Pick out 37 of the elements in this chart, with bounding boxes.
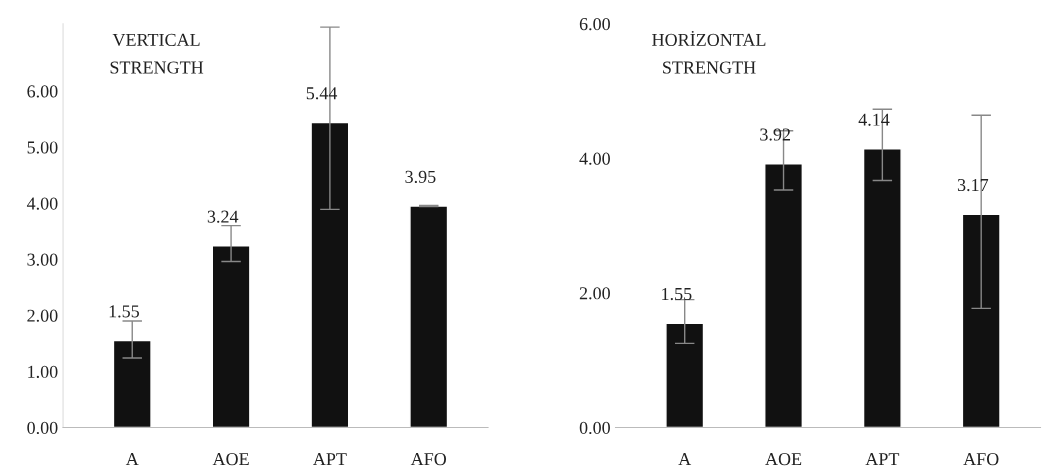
data-label: 3.17 bbox=[957, 178, 989, 192]
y-tick-label: 6.00 bbox=[579, 18, 610, 31]
x-tick-label: AFO bbox=[963, 453, 999, 466]
x-tick-label: A bbox=[125, 453, 139, 466]
y-tick-label: 6.00 bbox=[27, 85, 58, 98]
y-tick-label: 0.00 bbox=[27, 421, 58, 435]
bar bbox=[409, 205, 449, 428]
x-tick-label: APT bbox=[313, 453, 347, 466]
text: VERTICAL STRENGTH bbox=[110, 33, 204, 74]
bar bbox=[862, 148, 902, 428]
text: HORİZONTAL STRENGTH bbox=[652, 30, 766, 74]
data-label: 1.55 bbox=[662, 287, 692, 301]
data-label: 3.95 bbox=[405, 170, 436, 183]
y-tick-label: 2.00 bbox=[579, 287, 610, 300]
y-tick-label: 4.00 bbox=[26, 197, 58, 210]
x-tick-label: APT bbox=[865, 453, 900, 466]
y-tick-label: 4.00 bbox=[579, 152, 610, 165]
x-tick-label: AOE bbox=[212, 453, 249, 466]
x-tick-label: A bbox=[678, 453, 692, 466]
y-tick-label: 5.00 bbox=[27, 141, 58, 154]
data-label: 1.55 bbox=[109, 305, 139, 318]
bar bbox=[961, 213, 1001, 428]
bar bbox=[112, 339, 152, 428]
y-tick-label: 3.00 bbox=[27, 253, 58, 266]
x-tick-label: AFO bbox=[410, 453, 447, 466]
data-label: 4.14 bbox=[858, 113, 890, 126]
y-tick-label: 1.00 bbox=[28, 365, 58, 378]
y-tick-label: 2.00 bbox=[27, 309, 58, 322]
bar bbox=[764, 163, 804, 428]
bar bbox=[310, 121, 350, 428]
data-label: 5.44 bbox=[306, 87, 338, 100]
y-tick-label: 0.00 bbox=[579, 421, 610, 435]
bar bbox=[211, 245, 251, 428]
data-label: 3.92 bbox=[760, 128, 790, 141]
bar bbox=[665, 322, 705, 428]
data-label: 3.24 bbox=[207, 210, 239, 223]
x-tick-label: AOE bbox=[765, 453, 802, 466]
